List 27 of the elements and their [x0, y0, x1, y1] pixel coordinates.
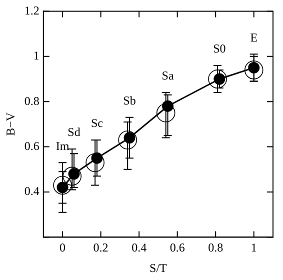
point [118, 130, 137, 150]
y-tick-label: 0.4 [24, 184, 40, 198]
point [62, 166, 82, 186]
annotation: Sd [68, 125, 80, 140]
annotation: E [250, 30, 258, 44]
annotation: Sc [90, 116, 103, 130]
x-tick-label: 1 [250, 240, 257, 255]
point [244, 60, 264, 80]
y-tick-label: 0.8 [24, 94, 40, 108]
y-tick-label: 1.2 [24, 3, 40, 18]
y-tick-label: 1 [33, 48, 40, 63]
annotation: Im [56, 138, 70, 153]
x-tick-label: 0.2 [93, 240, 108, 255]
point [208, 70, 227, 88]
point [156, 104, 176, 122]
point [53, 176, 72, 195]
y-axis-title: B−V [3, 112, 18, 136]
x-tick-label: 0.6 [170, 240, 185, 255]
annotation: S0 [213, 42, 226, 56]
x-tick-label: 0.8 [208, 240, 224, 255]
x-axis-title: S/T [150, 260, 168, 275]
annotation: Sb [123, 94, 136, 108]
x-tick-label: 0.4 [132, 240, 147, 255]
x-tick-label: 0 [60, 240, 66, 255]
annotation: Sa [162, 68, 174, 83]
point [86, 153, 104, 172]
y-tick-label: 0.6 [24, 138, 40, 153]
